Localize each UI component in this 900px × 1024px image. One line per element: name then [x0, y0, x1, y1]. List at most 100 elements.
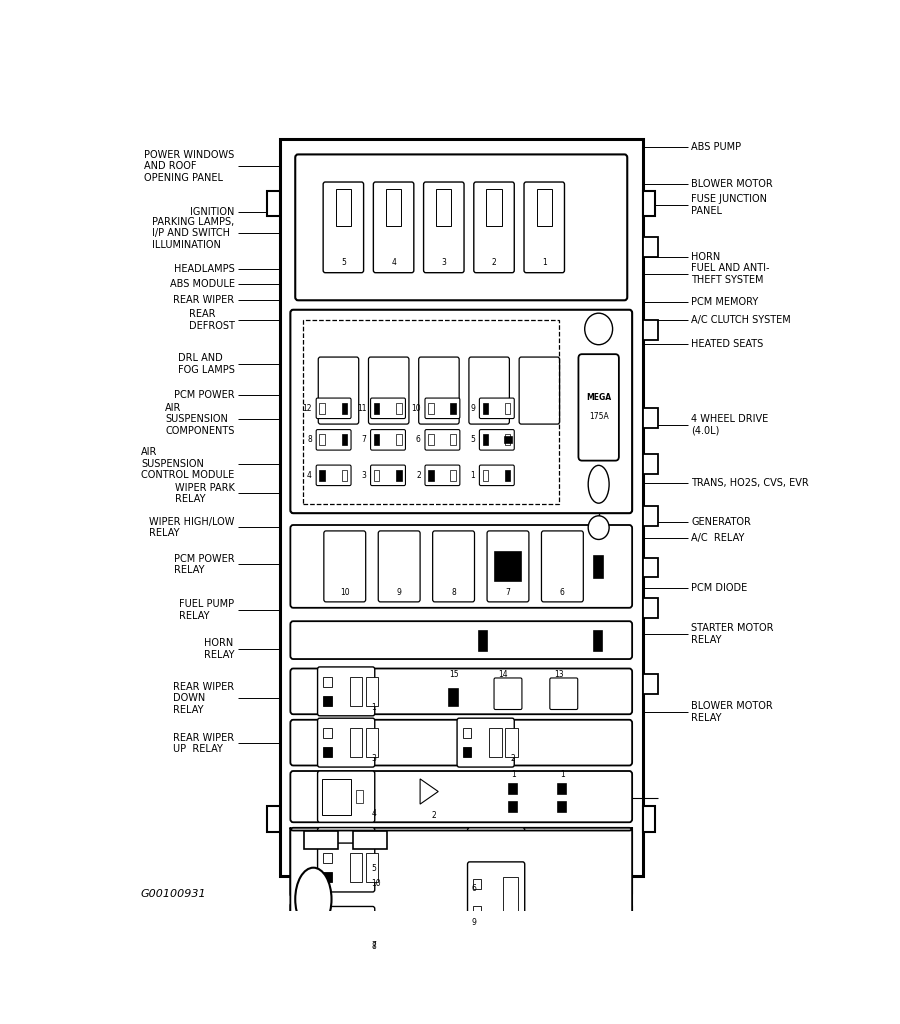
Text: 6: 6 — [416, 435, 421, 444]
Bar — [267, 807, 280, 831]
Text: 3: 3 — [362, 471, 366, 480]
Bar — [323, 677, 331, 687]
Bar — [643, 237, 658, 257]
Text: 4 WHEEL DRIVE
(4.0L): 4 WHEEL DRIVE (4.0L) — [691, 414, 769, 435]
Bar — [365, 853, 378, 882]
Bar — [463, 748, 471, 757]
Bar — [450, 434, 456, 445]
Bar — [323, 916, 331, 926]
Text: 11: 11 — [357, 403, 366, 413]
FancyBboxPatch shape — [319, 357, 359, 424]
Text: REAR WIPER
UP  RELAY: REAR WIPER UP RELAY — [174, 732, 235, 755]
Bar — [557, 802, 566, 812]
Text: 4: 4 — [372, 809, 376, 818]
FancyBboxPatch shape — [316, 465, 351, 485]
Bar — [505, 436, 512, 443]
Bar — [336, 189, 351, 225]
FancyBboxPatch shape — [291, 827, 632, 966]
Bar — [365, 915, 378, 944]
Bar — [323, 748, 331, 757]
FancyBboxPatch shape — [487, 530, 529, 602]
Text: 5: 5 — [471, 435, 475, 444]
Bar — [536, 189, 552, 225]
FancyBboxPatch shape — [425, 430, 460, 451]
FancyBboxPatch shape — [324, 530, 365, 602]
Text: G00100931: G00100931 — [140, 889, 206, 899]
Text: 5: 5 — [372, 863, 376, 872]
Bar — [349, 916, 362, 945]
Text: 9: 9 — [471, 919, 476, 928]
Bar — [349, 915, 362, 944]
Bar — [428, 470, 434, 481]
Bar — [643, 674, 658, 694]
FancyBboxPatch shape — [467, 862, 525, 931]
Text: 10: 10 — [372, 879, 381, 888]
Text: 9: 9 — [397, 588, 401, 597]
Bar — [342, 470, 347, 481]
Bar — [643, 190, 655, 216]
Text: 12: 12 — [302, 403, 312, 413]
Bar — [508, 783, 518, 794]
Bar — [473, 871, 482, 882]
Bar — [396, 434, 401, 445]
Bar — [473, 845, 482, 855]
Bar — [482, 470, 488, 481]
Bar — [594, 631, 602, 651]
FancyBboxPatch shape — [480, 430, 514, 451]
Text: PCM POWER
RELAY: PCM POWER RELAY — [174, 554, 235, 575]
Text: 7: 7 — [506, 588, 510, 597]
Text: 175A: 175A — [589, 413, 608, 421]
Bar — [463, 728, 471, 738]
Bar — [449, 689, 458, 706]
FancyBboxPatch shape — [291, 771, 632, 822]
Text: DRL AND
FOG LAMPS: DRL AND FOG LAMPS — [177, 353, 235, 375]
Text: 10: 10 — [340, 588, 349, 597]
Text: 9: 9 — [471, 403, 475, 413]
FancyBboxPatch shape — [291, 669, 632, 714]
FancyBboxPatch shape — [494, 678, 522, 710]
Text: REAR WIPER: REAR WIPER — [174, 295, 235, 305]
Bar — [436, 189, 452, 225]
Bar — [450, 402, 456, 414]
Text: 1: 1 — [560, 770, 565, 779]
FancyBboxPatch shape — [323, 182, 364, 272]
Text: 8: 8 — [307, 435, 312, 444]
Bar — [303, 319, 559, 504]
Bar — [323, 838, 331, 847]
Text: 4: 4 — [307, 471, 312, 480]
Bar — [356, 791, 363, 803]
Text: 1: 1 — [511, 770, 516, 779]
Text: 2: 2 — [491, 258, 497, 267]
Text: 5: 5 — [341, 258, 346, 267]
FancyBboxPatch shape — [291, 903, 632, 956]
Bar — [505, 728, 518, 757]
FancyBboxPatch shape — [291, 525, 632, 608]
FancyBboxPatch shape — [425, 398, 460, 419]
FancyBboxPatch shape — [433, 530, 474, 602]
FancyBboxPatch shape — [473, 182, 514, 272]
Bar — [396, 470, 401, 481]
FancyBboxPatch shape — [425, 465, 460, 485]
Bar — [267, 190, 280, 216]
FancyBboxPatch shape — [318, 843, 374, 892]
Text: STARTER MOTOR
RELAY: STARTER MOTOR RELAY — [691, 623, 774, 645]
Text: TRANS, HO2S, CVS, EVR: TRANS, HO2S, CVS, EVR — [691, 478, 809, 488]
Bar — [322, 778, 352, 814]
Bar — [479, 631, 487, 651]
Text: 13: 13 — [554, 670, 563, 679]
Text: POWER WINDOWS
AND ROOF
OPENING PANEL: POWER WINDOWS AND ROOF OPENING PANEL — [144, 150, 235, 183]
Bar — [503, 843, 518, 883]
Bar — [473, 906, 482, 915]
Text: PCM POWER: PCM POWER — [174, 390, 235, 400]
Bar — [323, 936, 331, 945]
Text: BLOWER MOTOR
RELAY: BLOWER MOTOR RELAY — [691, 701, 773, 723]
Bar — [320, 402, 325, 414]
Polygon shape — [420, 779, 438, 804]
FancyBboxPatch shape — [291, 622, 632, 659]
Text: 4: 4 — [392, 258, 396, 267]
Text: 1: 1 — [542, 258, 546, 267]
Bar — [505, 434, 510, 445]
Text: HEADLAMPS: HEADLAMPS — [174, 264, 235, 273]
FancyBboxPatch shape — [467, 827, 525, 897]
Bar — [280, 138, 643, 876]
